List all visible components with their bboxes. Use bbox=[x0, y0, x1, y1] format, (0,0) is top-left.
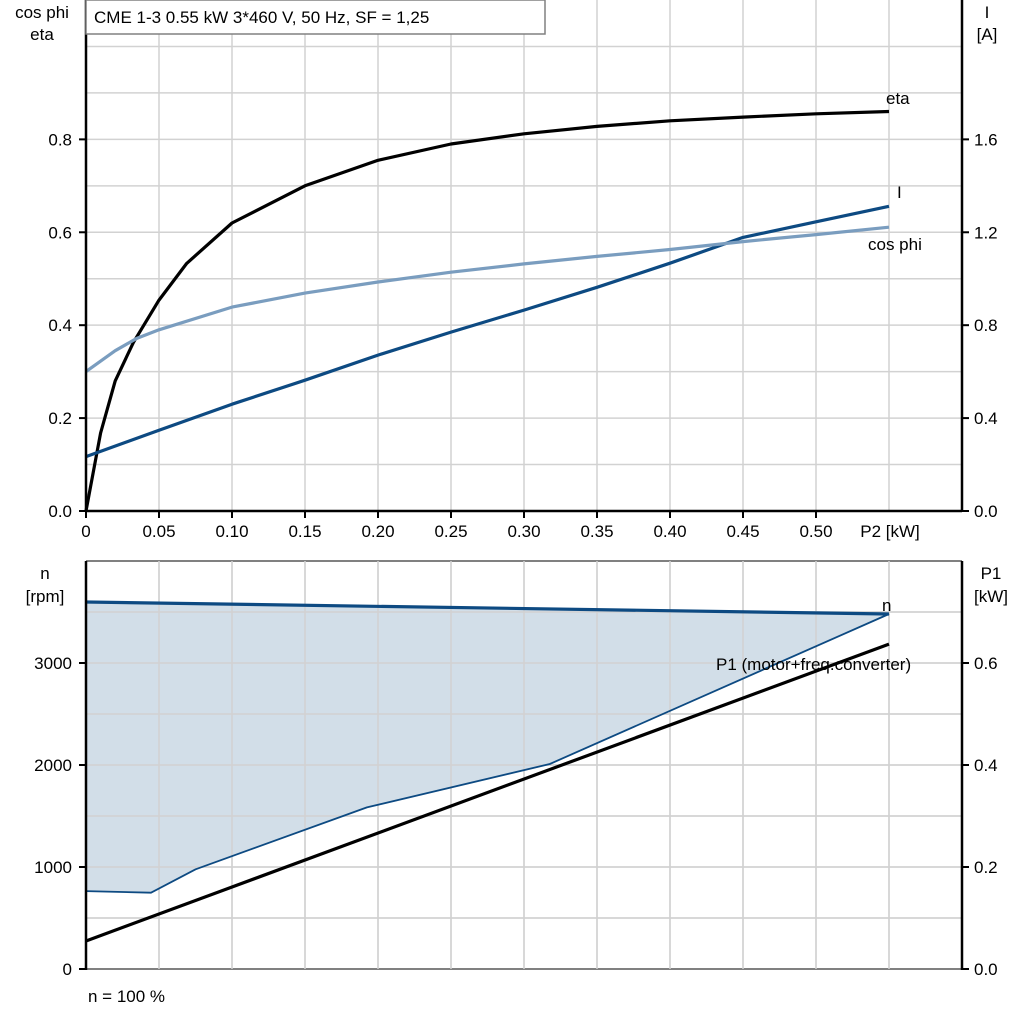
series-line-I bbox=[85, 204, 890, 459]
chart-panel-top: 0 0.05 0.10 0.15 0.20 0.25 0.30 0.35 0.40 0.45 0.5… bbox=[15, 0, 998, 541]
y-tick-label-right: 0.0 bbox=[974, 960, 998, 979]
title-box bbox=[85, 0, 546, 35]
x-tick-label: 0 bbox=[81, 522, 90, 541]
x-tick-label: 0.15 bbox=[288, 522, 321, 541]
series-line-eta bbox=[84, 109, 890, 512]
y-tick-label-left: 0.6 bbox=[48, 223, 72, 242]
y-axis-label-left-line1: n bbox=[40, 564, 49, 583]
y-tick-label-right: 1.2 bbox=[974, 223, 998, 242]
speed-range-area bbox=[86, 602, 889, 893]
y-axis-label-right-line2: [kW] bbox=[974, 587, 1008, 606]
y-tick-label-left: 0.8 bbox=[48, 130, 72, 149]
y-axis-label-left-line1: cos phi bbox=[15, 3, 69, 22]
series-line-P1 bbox=[85, 642, 890, 943]
chart-panel-bottom: 0 1000 2000 3000 0.0 0.2 0.4 0.6 n [rpm] P1 [kW] n P1… bbox=[26, 560, 1008, 1006]
y-tick-label-right: 0.0 bbox=[974, 502, 998, 521]
y-tick-label-right: 0.2 bbox=[974, 858, 998, 877]
x-tick-label: 0.10 bbox=[215, 522, 248, 541]
y-axis-label-right-line2: [A] bbox=[977, 25, 998, 44]
series-line-n-min bbox=[85, 613, 890, 894]
y-tick-label-right: 0.4 bbox=[974, 756, 998, 775]
x-axis-label: P2 [kW] bbox=[860, 522, 920, 541]
y-tick-label-right: 1.6 bbox=[974, 130, 998, 149]
y-tick-label-left: 0 bbox=[63, 960, 72, 979]
series-label-cos-phi: cos phi bbox=[868, 235, 922, 254]
y-axis-label-left-line2: [rpm] bbox=[26, 587, 65, 606]
y-tick-label-left: 2000 bbox=[34, 756, 72, 775]
y-axis-label-right-line1: P1 bbox=[981, 564, 1002, 583]
x-tick-label: 0.25 bbox=[434, 522, 467, 541]
series-label-P1: P1 (motor+freq.converter) bbox=[716, 655, 911, 674]
series-label-eta: eta bbox=[886, 89, 910, 108]
y-tick-label-left: 0.2 bbox=[48, 409, 72, 428]
series-line-n-max bbox=[85, 600, 890, 616]
y-tick-label-right: 0.6 bbox=[974, 654, 998, 673]
footnote: n = 100 % bbox=[88, 987, 165, 1006]
y-tick-label-left: 1000 bbox=[34, 858, 72, 877]
x-tick-label: 0.40 bbox=[653, 522, 686, 541]
x-tick-label: 0.05 bbox=[142, 522, 175, 541]
y-tick-label-left: 0.4 bbox=[48, 316, 72, 335]
x-tick-label: 0.45 bbox=[726, 522, 759, 541]
y-axis-label-right-line1: I bbox=[985, 3, 990, 22]
series-label-I: I bbox=[897, 183, 902, 202]
x-tick-label: 0.35 bbox=[580, 522, 613, 541]
y-axis-label-left-line2: eta bbox=[30, 25, 54, 44]
x-tick-label: 0.20 bbox=[361, 522, 394, 541]
series-label-n: n bbox=[882, 596, 891, 615]
x-tick-label: 0.50 bbox=[799, 522, 832, 541]
series-line-cos-phi bbox=[85, 225, 890, 373]
chart-title: CME 1-3 0.55 kW 3*460 V, 50 Hz, SF = 1,2… bbox=[94, 8, 429, 27]
y-tick-label-left: 3000 bbox=[34, 654, 72, 673]
y-tick-label-right: 0.8 bbox=[974, 316, 998, 335]
x-tick-label: 0.30 bbox=[507, 522, 540, 541]
y-tick-label-left: 0.0 bbox=[48, 502, 72, 521]
y-tick-label-right: 0.4 bbox=[974, 409, 998, 428]
